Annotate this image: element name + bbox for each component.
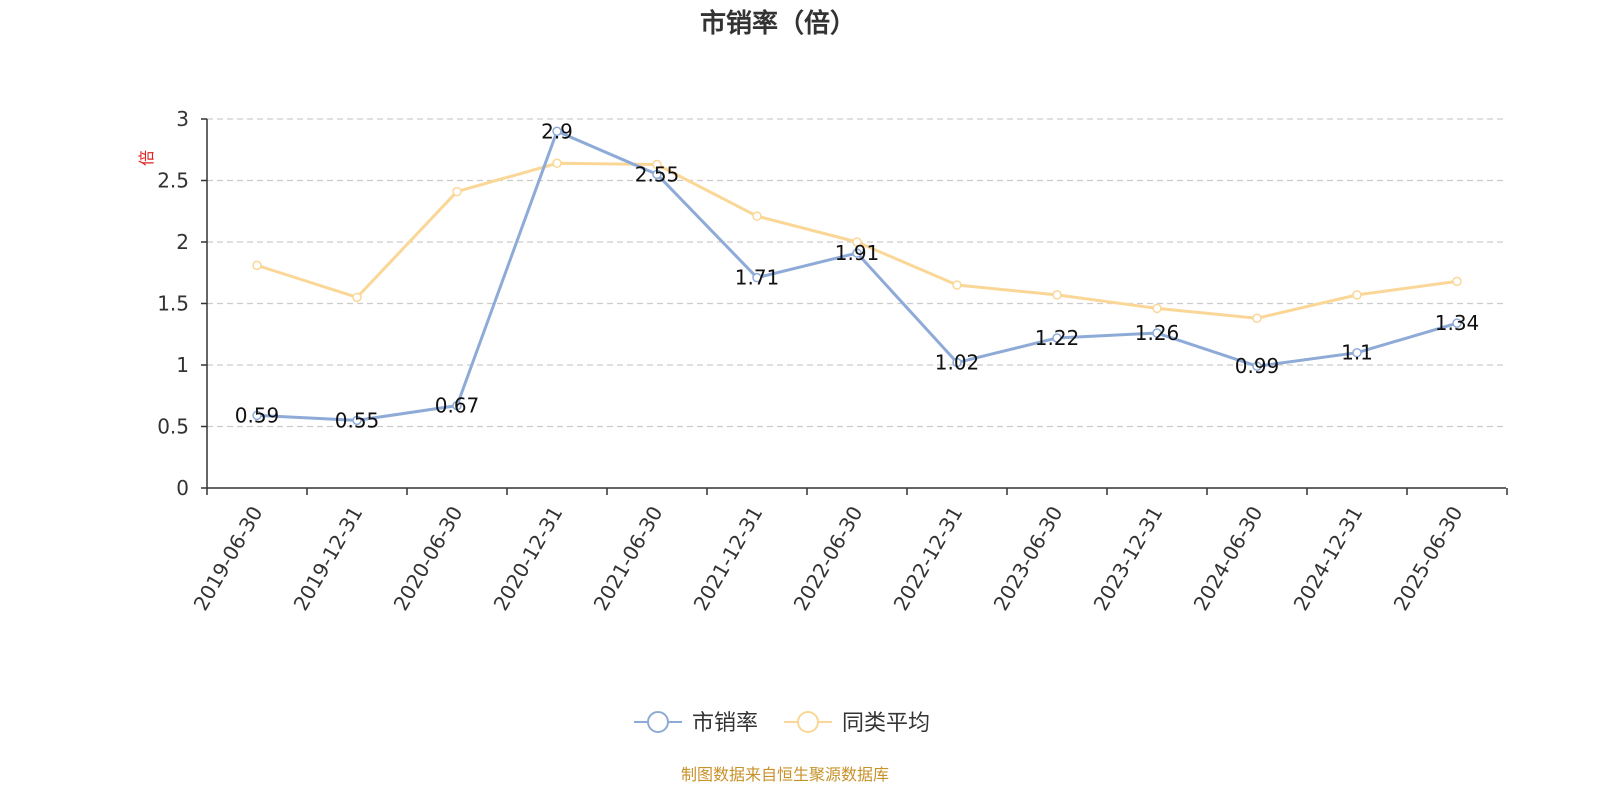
data-point — [852, 248, 862, 258]
x-tick-label: 2019-12-31 — [288, 502, 367, 615]
legend-item-0[interactable]: 市销率 — [634, 711, 758, 736]
data-point — [752, 272, 762, 283]
y-tick-label: 1 — [176, 353, 189, 377]
x-tick-label: 2022-06-30 — [788, 502, 867, 615]
data-point — [1352, 347, 1362, 358]
grid-lines — [207, 118, 1506, 428]
data-label: 1.02 — [935, 351, 980, 375]
data-label: 2.55 — [635, 162, 680, 186]
data-point — [1152, 328, 1162, 338]
data-point — [352, 292, 362, 303]
x-tick-label: 2023-12-31 — [1088, 502, 1167, 615]
data-point — [1052, 290, 1062, 300]
data-point — [352, 415, 362, 426]
x-tick-label: 2023-06-30 — [988, 502, 1067, 615]
x-tick-label: 2021-06-30 — [588, 502, 667, 615]
data-point — [452, 186, 462, 197]
data-labels: 0.59 0.55 0.67 2.9 2.55 1.71 1.91 1.02 1.22 1.26 0… — [235, 119, 1480, 432]
data-point — [452, 400, 462, 411]
data-point — [1152, 303, 1162, 314]
legend-item-1[interactable]: 同类平均 — [784, 711, 930, 736]
data-point — [1252, 313, 1262, 324]
data-point — [552, 158, 562, 169]
data-point — [1052, 333, 1062, 343]
y-tick-label: 0 — [176, 476, 189, 500]
x-tick-label: 2024-06-30 — [1188, 502, 1267, 615]
data-point — [252, 260, 262, 271]
data-label: 0.59 — [235, 403, 280, 427]
data-point — [752, 211, 762, 221]
data-point — [952, 357, 962, 368]
y-tick-label: 2 — [176, 230, 189, 254]
data-label: 2.9 — [541, 119, 573, 143]
x-tick-label: 2024-12-31 — [1288, 502, 1367, 615]
data-label: 1.22 — [1035, 326, 1080, 350]
data-point — [1452, 318, 1462, 328]
data-label: 0.67 — [435, 394, 480, 418]
data-label: 1.71 — [735, 266, 780, 290]
x-tick-label: 2020-12-31 — [488, 502, 567, 615]
legend-marker — [797, 711, 819, 733]
data-point — [852, 237, 862, 247]
data-point — [1452, 276, 1462, 287]
data-point — [1352, 290, 1362, 300]
x-tick-label: 2019-06-30 — [188, 502, 267, 615]
x-tick-label: 2020-06-30 — [388, 502, 467, 615]
data-label: 1.34 — [1435, 311, 1480, 335]
y-tick-label: 2.5 — [157, 169, 189, 193]
legend-marker — [647, 711, 669, 733]
data-point — [252, 410, 262, 421]
data-point — [652, 169, 662, 180]
data-label: 0.99 — [1235, 354, 1280, 378]
data-label: 1.91 — [835, 241, 880, 265]
y-tick-label: 1.5 — [157, 292, 189, 316]
y-tick-label: 3 — [176, 107, 189, 131]
legend-label: 市销率 — [692, 711, 758, 736]
data-point — [952, 280, 962, 290]
series-layer — [252, 126, 1462, 426]
data-label: 0.55 — [335, 408, 380, 432]
x-tick-label: 2022-12-31 — [888, 502, 967, 615]
data-point — [1252, 361, 1262, 371]
data-point — [552, 126, 562, 137]
legend[interactable]: 市销率 同类平均 — [634, 711, 930, 736]
data-label: 1.26 — [1135, 321, 1180, 345]
legend-label: 同类平均 — [842, 711, 930, 736]
y-axis-label: 倍 — [137, 150, 156, 166]
x-tick-label: 2025-06-30 — [1388, 502, 1467, 615]
y-tick-label: 0.5 — [157, 415, 189, 439]
x-tick-label: 2021-12-31 — [688, 502, 767, 615]
chart-title: 市销率（倍） — [700, 8, 856, 39]
data-point — [652, 159, 662, 170]
source-note: 制图数据来自恒生聚源数据库 — [681, 765, 889, 784]
data-label: 1.1 — [1341, 341, 1373, 365]
